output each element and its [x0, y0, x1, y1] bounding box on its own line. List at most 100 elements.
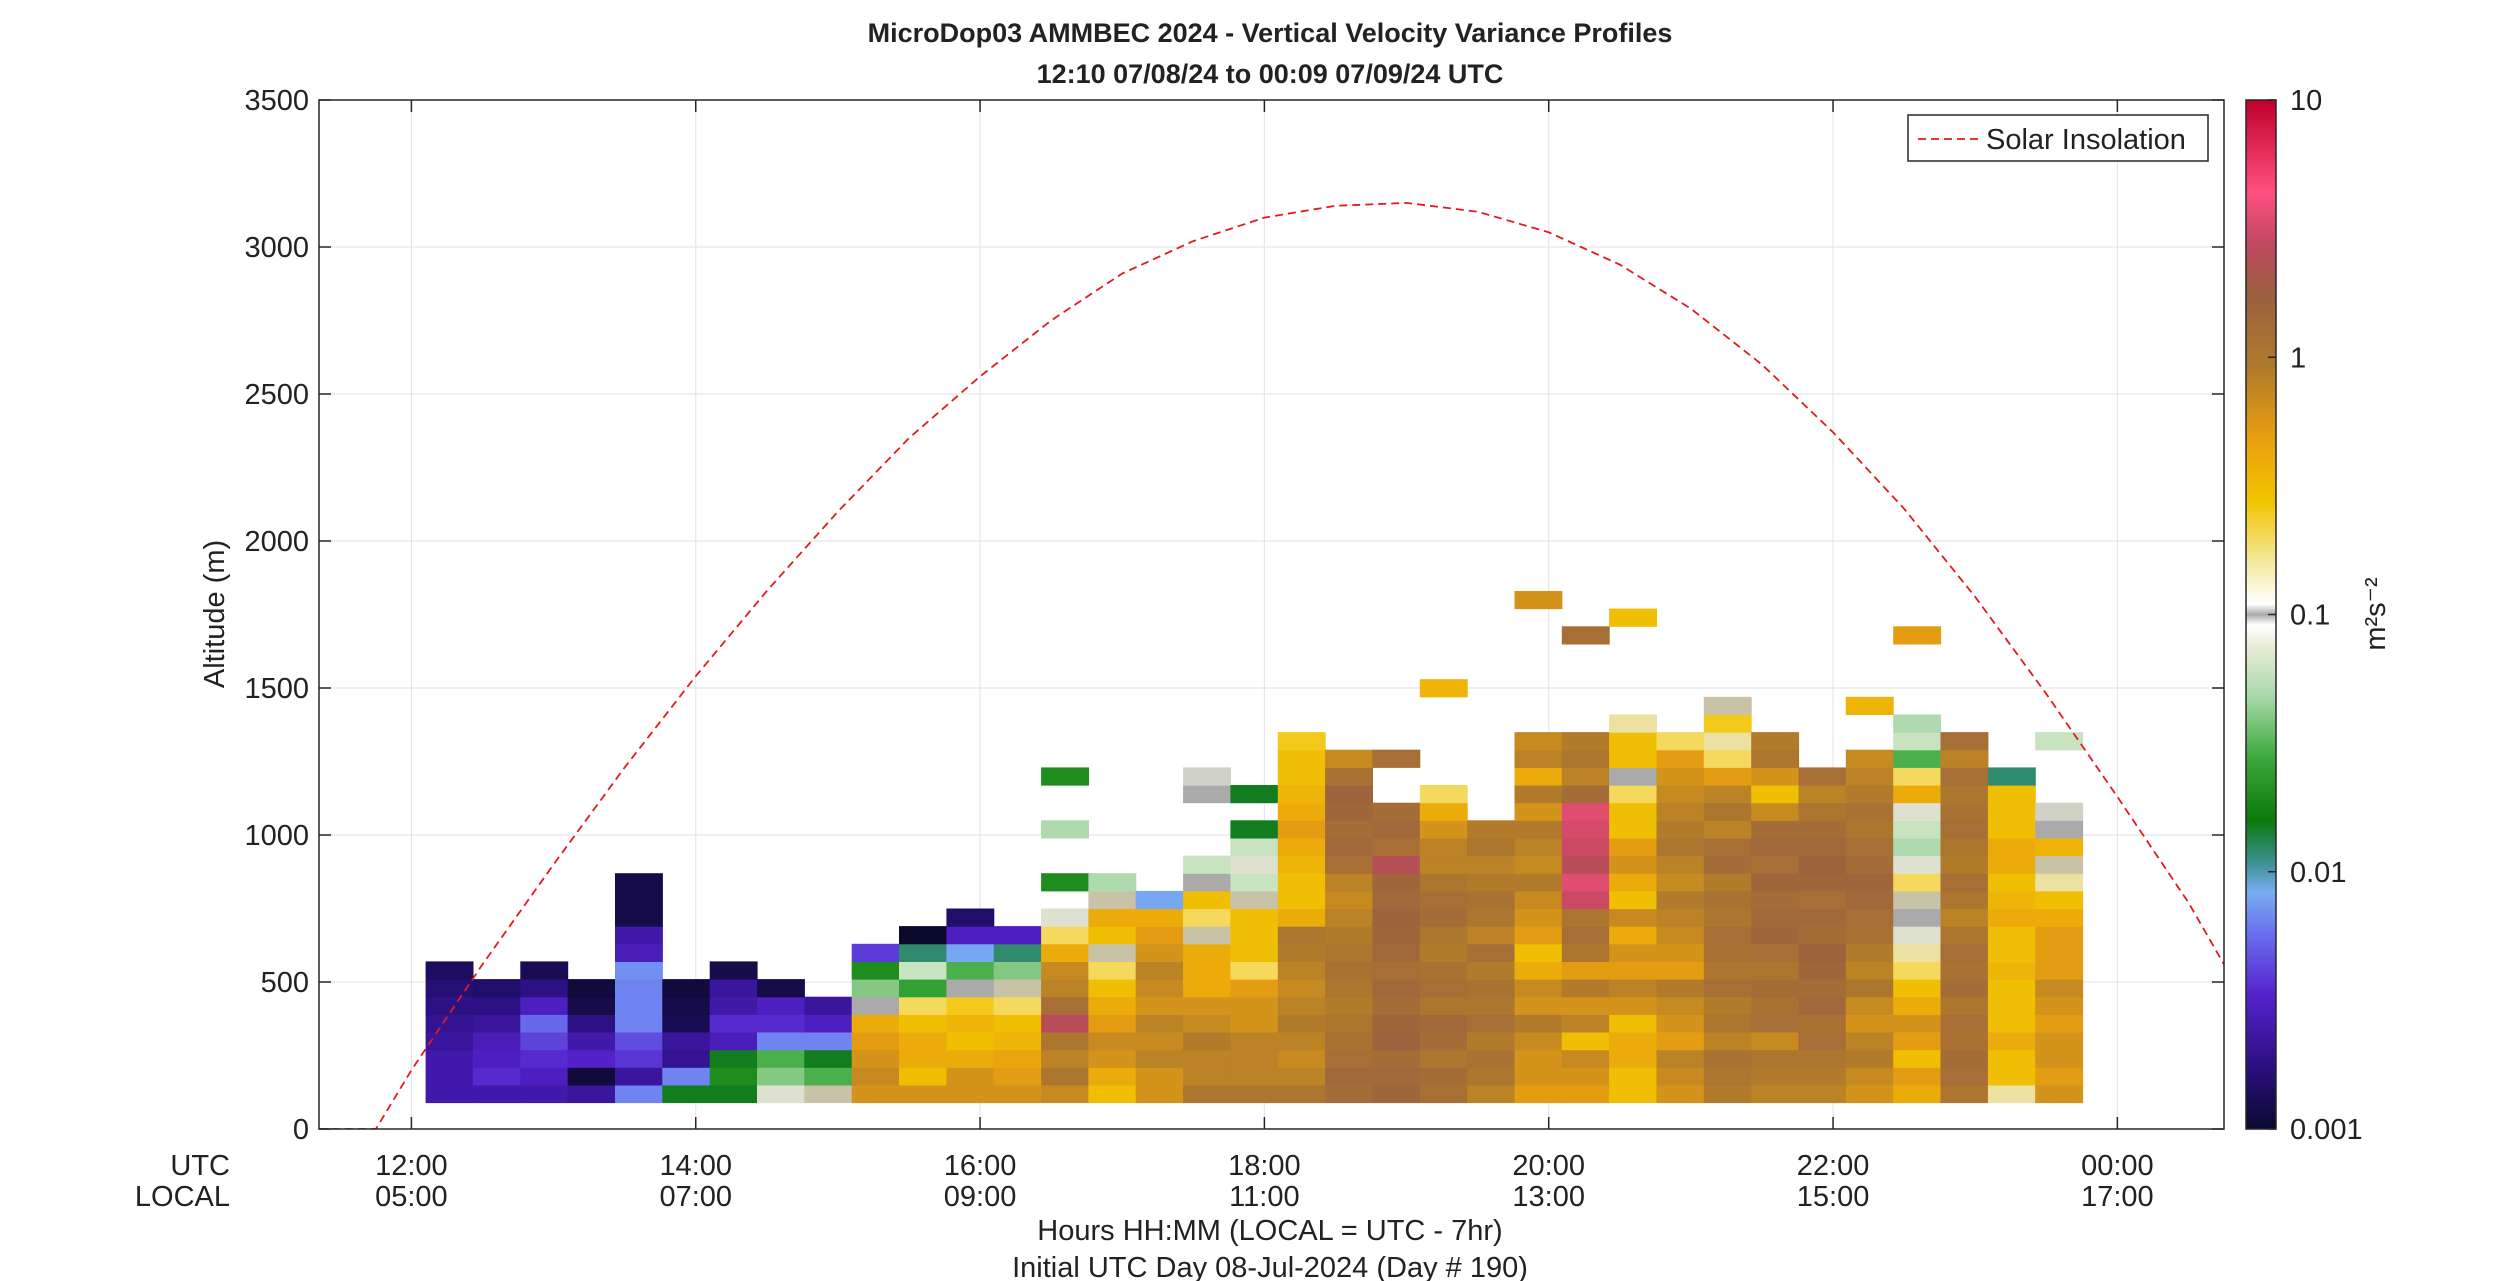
heatmap-cell: [804, 996, 853, 1015]
heatmap-cell: [1940, 749, 1989, 768]
heatmap-cell: [1609, 979, 1657, 998]
x-tick-label-local: 13:00: [1512, 1181, 1585, 1213]
heatmap-cell: [1940, 855, 1989, 874]
heatmap-cell: [1798, 767, 1847, 786]
heatmap-cell: [1419, 837, 1468, 857]
heatmap-cell: [1372, 1014, 1421, 1033]
heatmap-cell: [1325, 1067, 1373, 1086]
heatmap-cell: [615, 1084, 663, 1104]
heatmap-cell: [1845, 802, 1894, 821]
heatmap-cell: [1893, 1014, 1942, 1033]
heatmap-cell: [2035, 1084, 2084, 1104]
heatmap-cell: [2035, 732, 2084, 751]
heatmap-cell: [1656, 1067, 1705, 1086]
heatmap-cell: [1135, 1067, 1184, 1086]
heatmap-cell: [1751, 855, 1800, 874]
heatmap-cell: [946, 1032, 995, 1051]
heatmap-cell: [1514, 1014, 1563, 1033]
heatmap-cell: [1419, 979, 1468, 998]
heatmap-cell: [1277, 979, 1326, 998]
heatmap-cell: [1987, 908, 2036, 927]
heatmap-cell: [1230, 1049, 1279, 1068]
heatmap-cell: [1277, 1032, 1326, 1051]
heatmap-cell: [1987, 1067, 2036, 1086]
heatmap-cell: [1372, 1032, 1421, 1051]
heatmap-cell: [425, 996, 474, 1015]
heatmap-cell: [1514, 996, 1563, 1015]
heatmap-cell: [1656, 1032, 1705, 1051]
heatmap-cell: [520, 1014, 569, 1033]
heatmap-cell: [1845, 1014, 1894, 1033]
heatmap-cell: [757, 1049, 805, 1068]
heatmap-cell: [1893, 890, 1942, 910]
heatmap-cell: [709, 996, 758, 1015]
heatmap-cell: [851, 1067, 900, 1086]
legend-box: [1907, 114, 2209, 162]
heatmap-cell: [899, 961, 947, 980]
heatmap-cell: [1277, 908, 1326, 927]
heatmap-cell: [1514, 785, 1563, 804]
heatmap-cell: [1325, 1014, 1373, 1033]
heatmap-cell: [1609, 873, 1657, 892]
row-label-utc: UTC: [170, 1150, 230, 1182]
heatmap-cell: [1372, 873, 1421, 892]
heatmap-cell: [1561, 802, 1610, 821]
heatmap-cell: [1656, 1049, 1705, 1068]
heatmap-cell: [1325, 1049, 1373, 1068]
heatmap-cell: [1940, 1049, 1989, 1068]
heatmap-cell: [1940, 996, 1989, 1015]
heatmap-cell: [1703, 1049, 1752, 1068]
heatmap-cell: [1609, 837, 1657, 857]
heatmap-cell: [1561, 749, 1610, 768]
heatmap-cell: [1656, 855, 1705, 874]
heatmap-cell: [1751, 820, 1800, 839]
heatmap-cell: [1893, 714, 1942, 733]
heatmap-cell: [1940, 802, 1989, 821]
heatmap-cell: [1041, 1049, 1089, 1068]
heatmap-cell: [1987, 837, 2036, 857]
heatmap-cell: [1609, 608, 1657, 627]
heatmap-cell: [709, 1032, 758, 1051]
heatmap-cell: [1845, 979, 1894, 998]
heatmap-cell: [1703, 943, 1752, 962]
heatmap-cell: [1514, 1049, 1563, 1068]
heatmap-cell: [1703, 785, 1752, 804]
heatmap-cell: [1940, 943, 1989, 962]
colorbar-tick-label: 0.001: [2290, 1114, 2363, 1146]
heatmap-cell: [899, 1032, 947, 1051]
heatmap-cell: [473, 1084, 521, 1104]
heatmap-cell: [1845, 749, 1894, 768]
heatmap-cell: [1893, 979, 1942, 998]
heatmap-cell: [1893, 1032, 1942, 1051]
heatmap-cell: [1419, 1014, 1468, 1033]
heatmap-cell: [1987, 1032, 2036, 1051]
legend: Solar Insolation: [1907, 114, 2209, 162]
heatmap-cell: [851, 996, 900, 1015]
heatmap-cell: [1372, 961, 1421, 980]
x-tick-label-local: 05:00: [375, 1181, 448, 1213]
heatmap-cell: [1277, 1084, 1326, 1104]
heatmap-cell: [1703, 996, 1752, 1015]
heatmap-cell: [1325, 749, 1373, 768]
heatmap-cell: [1987, 943, 2036, 962]
heatmap-cell: [1467, 908, 1515, 927]
heatmap-cell: [899, 1049, 947, 1068]
heatmap-cell: [1467, 1084, 1515, 1104]
heatmap-cell: [1135, 1032, 1184, 1051]
heatmap-cell: [2035, 890, 2084, 910]
heatmap-cell: [1940, 890, 1989, 910]
chart-title: MicroDop03 AMMBEC 2024 - Vertical Veloci…: [868, 18, 1673, 48]
heatmap-cell: [1609, 855, 1657, 874]
heatmap-cell: [1893, 1067, 1942, 1086]
colorbar: 0.001 0.01 0.1 1 10 m²s⁻²: [2245, 85, 2392, 1146]
heatmap-cell: [1467, 873, 1515, 892]
heatmap-cell: [709, 1049, 758, 1068]
heatmap-cell: [2035, 1067, 2084, 1086]
heatmap-cell: [1230, 979, 1279, 998]
heatmap-cell: [1372, 1049, 1421, 1068]
heatmap-cell: [899, 943, 947, 962]
heatmap-cell: [1372, 996, 1421, 1015]
heatmap-cell: [1325, 996, 1373, 1015]
heatmap-cell: [2035, 943, 2084, 962]
heatmap-cell: [1183, 908, 1231, 927]
